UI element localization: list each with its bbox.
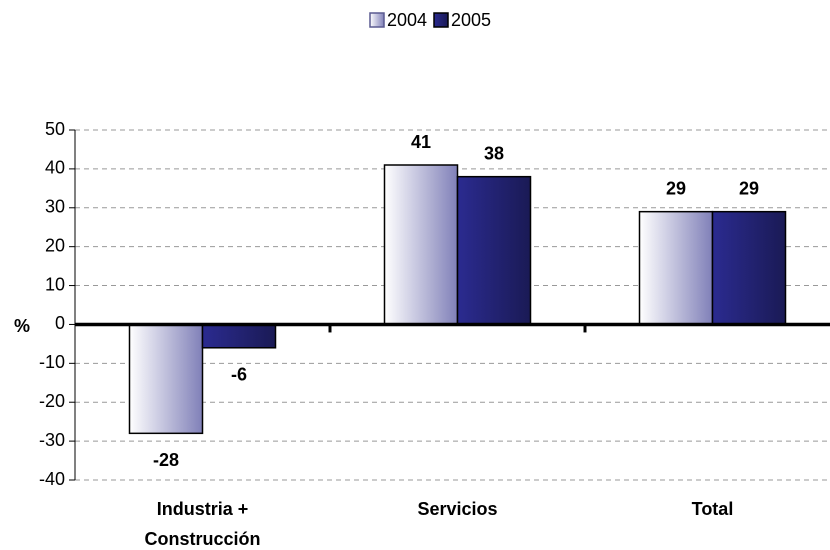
x-tick-label: Total xyxy=(691,499,734,519)
data-label: 38 xyxy=(484,143,504,163)
x-tick-label: Industria + Construcción xyxy=(144,499,261,549)
legend-swatch xyxy=(433,12,449,28)
bar xyxy=(638,210,714,326)
y-tick-label: -30 xyxy=(39,430,65,450)
y-tick-label: 0 xyxy=(55,313,65,333)
data-label: -28 xyxy=(153,450,179,470)
y-tick-label: -40 xyxy=(39,469,65,489)
y-tick-label: 20 xyxy=(45,235,65,255)
x-tick-label: Servicios xyxy=(417,499,498,519)
y-tick-label: -20 xyxy=(39,391,65,411)
y-tick-label: 40 xyxy=(45,158,65,178)
y-tick-label: 50 xyxy=(45,119,65,139)
data-label: 29 xyxy=(666,178,686,198)
bar xyxy=(128,323,204,435)
legend-label: 2004 xyxy=(387,10,427,30)
y-tick-label: -10 xyxy=(39,352,65,372)
y-tick-label: 10 xyxy=(45,274,65,294)
data-label: 29 xyxy=(739,178,759,198)
data-label: -6 xyxy=(231,365,247,385)
bar xyxy=(456,175,532,326)
bar xyxy=(201,323,277,349)
y-axis-label: % xyxy=(14,316,30,336)
legend-swatch xyxy=(369,12,385,28)
bar xyxy=(383,164,459,326)
legend-label: 2005 xyxy=(451,10,491,30)
data-label: 41 xyxy=(411,132,431,152)
y-tick-label: 30 xyxy=(45,197,65,217)
bar xyxy=(711,210,787,326)
